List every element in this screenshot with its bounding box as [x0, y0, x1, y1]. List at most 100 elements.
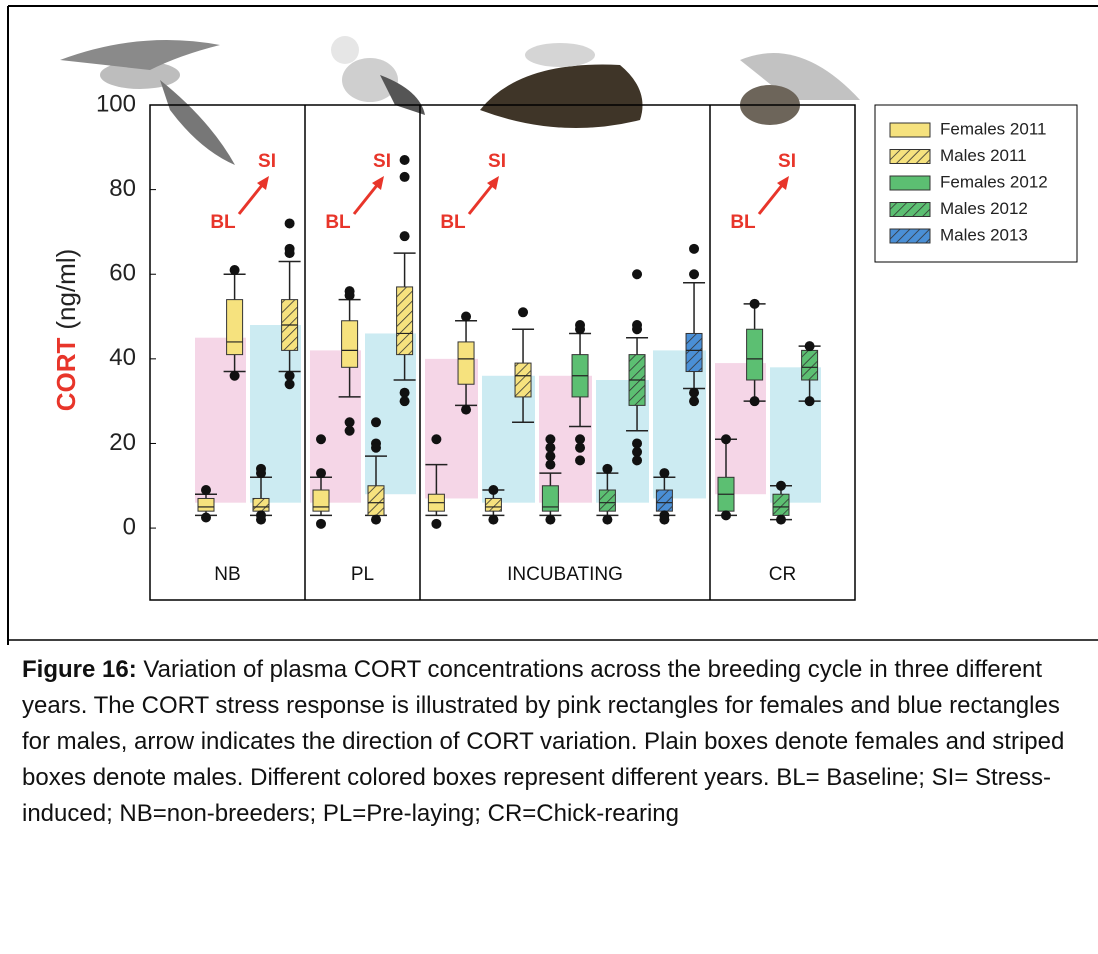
caption-label: Figure 16: — [22, 656, 137, 683]
caption-text: Variation of plasma CORT concentrations … — [22, 656, 1065, 827]
box — [484, 497, 502, 512]
outlier — [575, 434, 586, 445]
box — [367, 485, 385, 516]
group-label: PL — [351, 564, 374, 585]
bird-illustrations — [60, 36, 860, 165]
y-axis-label: CORT (ng/ml) — [51, 249, 81, 412]
y-axis-label-main: CORT — [51, 338, 81, 412]
outlier — [659, 468, 670, 479]
stress-annotation: SI — [258, 151, 276, 172]
legend-label: Males 2011 — [940, 146, 1027, 165]
y-tick-label: 40 — [109, 344, 136, 371]
legend-swatch — [889, 202, 931, 217]
stress-annotation: SI — [373, 151, 391, 172]
outlier — [399, 171, 410, 182]
legend-swatch — [889, 175, 931, 191]
stress-response-range — [365, 333, 416, 495]
outlier — [545, 459, 556, 470]
baseline-annotation: BL — [440, 212, 466, 233]
baseline-annotation: BL — [325, 212, 351, 233]
legend-label: Females 2012 — [940, 172, 1048, 191]
outlier — [461, 311, 472, 322]
y-tick-label: 100 — [96, 90, 136, 117]
legend-swatch — [889, 149, 931, 164]
outlier — [344, 290, 355, 301]
outlier — [431, 434, 442, 445]
y-tick-label: 60 — [109, 260, 136, 287]
outlier — [545, 451, 556, 462]
outlier — [461, 404, 472, 415]
outlier — [316, 434, 326, 445]
arrow-shaft — [237, 183, 265, 215]
box — [746, 328, 764, 381]
outlier — [545, 514, 556, 525]
outlier — [575, 442, 586, 453]
box — [341, 320, 359, 368]
chart: CORT (ng/ml) 0 20 40 60 80 100 NB BL SI PL BL SI INCU… — [7, 5, 1098, 645]
stress-response-range — [310, 350, 361, 503]
outlier — [431, 518, 442, 529]
outlier — [689, 243, 700, 254]
outlier — [488, 514, 499, 525]
stress-response-range — [195, 337, 246, 503]
outlier — [602, 463, 613, 474]
group-label: NB — [214, 564, 240, 585]
legend-label: Males 2013 — [940, 225, 1028, 244]
outlier — [284, 248, 295, 259]
y-tick-label: 0 — [123, 513, 136, 540]
y-tick-label: 20 — [109, 429, 136, 456]
outlier — [229, 265, 240, 275]
outlier — [575, 455, 586, 466]
outlier — [776, 514, 786, 525]
box — [197, 497, 215, 512]
y-tick-label: 80 — [109, 175, 136, 202]
outlier — [518, 307, 529, 318]
outlier — [256, 510, 266, 521]
box — [457, 341, 475, 385]
outlier — [689, 387, 700, 398]
legend-label: Males 2012 — [940, 199, 1028, 218]
stress-response-range — [770, 367, 821, 503]
box — [312, 489, 330, 512]
arrow-shaft — [467, 183, 495, 215]
box — [772, 493, 790, 516]
box — [541, 485, 559, 512]
outlier — [659, 514, 670, 525]
outlier — [545, 442, 556, 453]
outlier — [804, 341, 815, 352]
arrow-head — [487, 176, 499, 190]
outlier — [371, 417, 381, 428]
outlier — [545, 434, 556, 445]
box — [801, 349, 819, 381]
outlier — [749, 396, 760, 407]
legend-swatch — [889, 228, 931, 244]
outlier — [399, 387, 410, 398]
legend-label: Females 2011 — [940, 119, 1046, 138]
outlier — [344, 417, 355, 428]
box — [655, 489, 673, 512]
outlier — [316, 518, 326, 529]
stress-annotation: SI — [488, 151, 506, 172]
outlier — [399, 155, 410, 165]
outlier — [344, 425, 355, 436]
group-label: INCUBATING — [507, 564, 623, 585]
box — [685, 332, 703, 373]
baseline-annotation: BL — [210, 212, 236, 233]
outlier — [575, 324, 586, 335]
group-label: CR — [769, 564, 796, 585]
outlier — [632, 438, 643, 449]
arrow-head — [372, 176, 384, 190]
outlier — [689, 269, 700, 280]
outlier — [749, 298, 760, 309]
outlier — [721, 510, 731, 521]
box — [396, 286, 414, 356]
outlier — [632, 324, 643, 335]
outlier — [229, 370, 240, 381]
arrow-head — [777, 176, 789, 190]
outlier — [371, 514, 381, 525]
outlier — [399, 231, 410, 242]
outlier — [371, 442, 381, 453]
outlier — [804, 396, 815, 407]
outlier — [689, 396, 700, 407]
